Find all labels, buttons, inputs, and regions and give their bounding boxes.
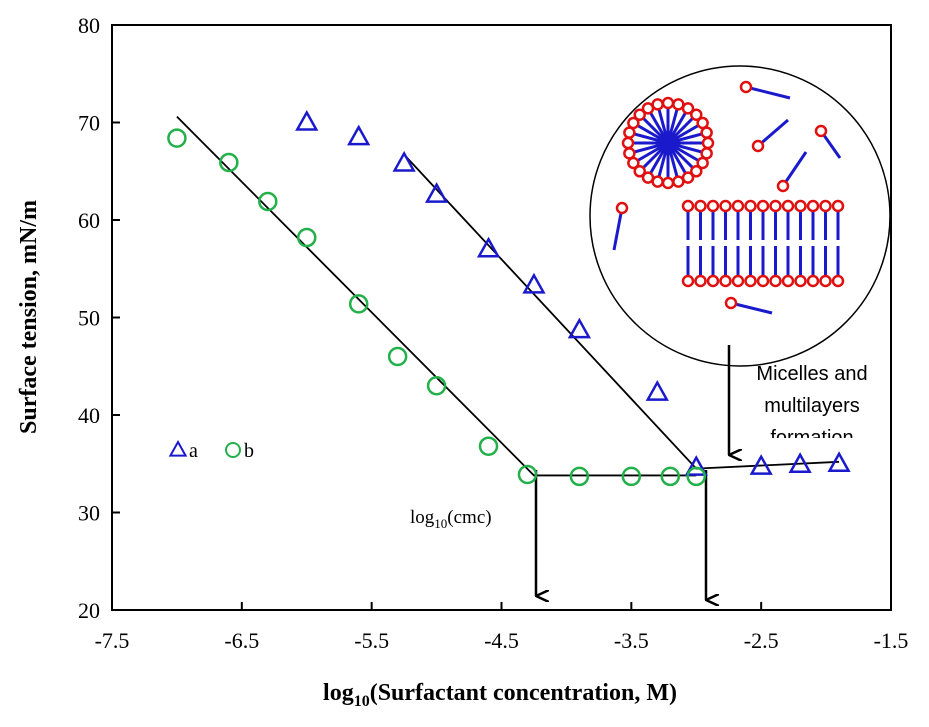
head	[821, 276, 831, 286]
head	[821, 201, 831, 211]
head	[663, 98, 673, 108]
head	[808, 276, 818, 286]
head	[783, 276, 793, 286]
y-axis-label: Surface tension, mN/m	[16, 200, 42, 434]
x-tick-label: -1.5	[874, 628, 909, 653]
head	[683, 201, 693, 211]
annotation-line: Micelles and	[756, 363, 867, 385]
y-tick-label: 80	[78, 13, 100, 38]
data-point	[688, 468, 705, 485]
head	[696, 201, 706, 211]
head	[796, 201, 806, 211]
legend-marker	[170, 442, 185, 456]
data-point	[623, 468, 640, 485]
x-tick-label: -4.5	[484, 628, 519, 653]
chart: log10(Surfactant concentration, M) Surfa…	[0, 0, 929, 722]
head	[624, 148, 634, 158]
data-point	[350, 295, 367, 312]
head	[816, 126, 826, 136]
head	[746, 201, 756, 211]
x-tick-label: -6.5	[224, 628, 259, 653]
x-tick-label: -5.5	[354, 628, 389, 653]
data-point	[524, 275, 543, 292]
head	[758, 276, 768, 286]
data-point	[480, 438, 497, 455]
head	[733, 276, 743, 286]
head	[673, 177, 683, 187]
data-point	[428, 377, 445, 394]
y-tick-label: 20	[78, 598, 100, 623]
annotation-line: formation	[770, 427, 853, 449]
head	[796, 276, 806, 286]
data-point	[168, 130, 185, 147]
head	[702, 128, 712, 138]
head	[726, 298, 736, 308]
data-point	[298, 229, 315, 246]
head	[663, 178, 673, 188]
data-point	[297, 113, 316, 130]
inset-diagram	[590, 66, 890, 366]
head	[808, 201, 818, 211]
annotation-line: multilayers	[764, 395, 860, 417]
data-point	[571, 468, 588, 485]
head	[733, 201, 743, 211]
data-point	[570, 320, 589, 337]
head	[721, 201, 731, 211]
y-tick-label: 50	[78, 306, 100, 331]
head	[753, 141, 763, 151]
legend-label: a	[189, 440, 198, 462]
data-point	[427, 185, 446, 202]
head	[741, 82, 751, 92]
y-tick-label: 60	[78, 208, 100, 233]
legend-marker	[226, 443, 240, 457]
cmc-label: log10(cmc)	[410, 507, 492, 531]
y-tick-label: 30	[78, 501, 100, 526]
data-point	[648, 383, 667, 400]
head	[778, 181, 788, 191]
head	[708, 201, 718, 211]
data-point	[389, 348, 406, 365]
data-point	[479, 239, 498, 256]
annotation: Micelles and multilayers formation	[756, 363, 867, 449]
head	[703, 138, 713, 148]
x-axis-label: log10(Surfactant concentration, M)	[323, 680, 677, 710]
head	[771, 276, 781, 286]
head	[653, 99, 663, 109]
head	[696, 276, 706, 286]
data-point	[662, 468, 679, 485]
head	[617, 203, 627, 213]
head	[783, 201, 793, 211]
head	[758, 201, 768, 211]
x-tick-label: -7.5	[95, 628, 130, 653]
head	[746, 276, 756, 286]
head	[623, 138, 633, 148]
y-tick-label: 40	[78, 403, 100, 428]
x-tick-label: -2.5	[744, 628, 779, 653]
y-tick-label: 70	[78, 111, 100, 136]
head	[708, 276, 718, 286]
head	[771, 201, 781, 211]
data-point	[349, 127, 368, 144]
legend-label: b	[244, 440, 254, 462]
head	[833, 276, 843, 286]
x-tick-label: -3.5	[614, 628, 649, 653]
head	[721, 276, 731, 286]
head	[683, 276, 693, 286]
head	[833, 201, 843, 211]
